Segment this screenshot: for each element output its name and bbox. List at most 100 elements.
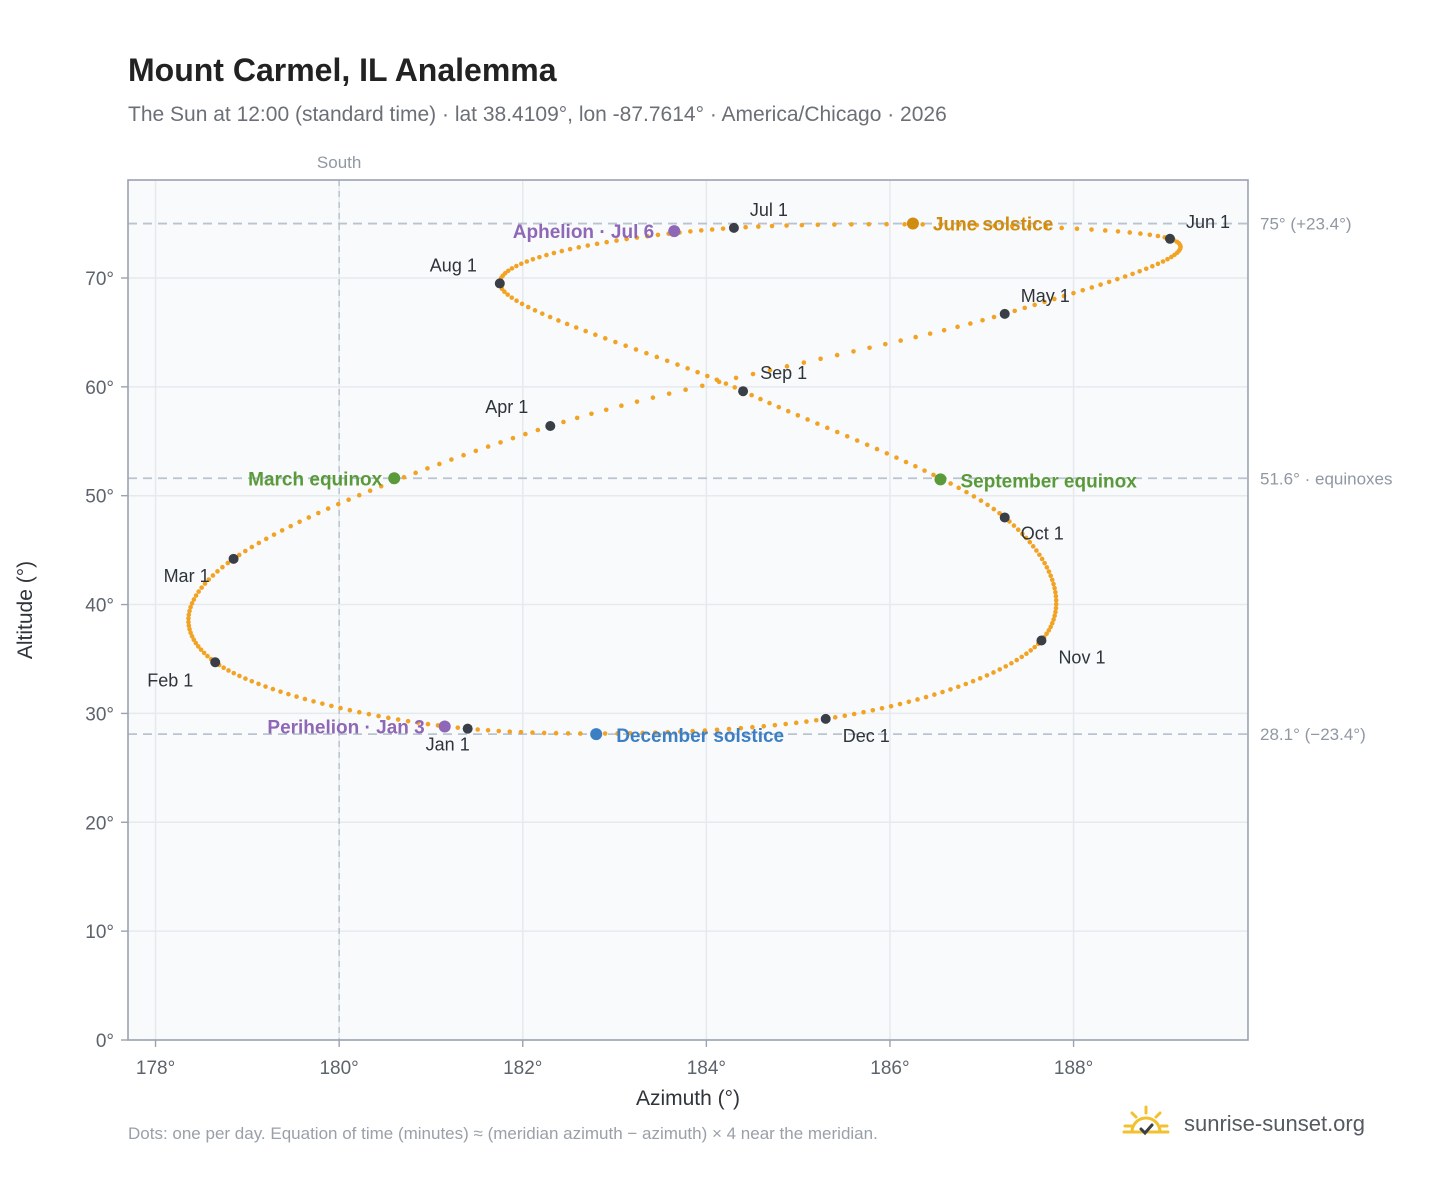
axes: 178° 180° 182° 184° 186° 188° 0° 10° 20° 30° 40° 50… (14, 269, 1093, 1110)
daily-sun-dot (784, 223, 789, 228)
daily-sun-dot (1044, 631, 1049, 637)
daily-sun-dot (750, 724, 755, 730)
month-marker (999, 308, 1010, 319)
month-marker (738, 386, 749, 397)
daily-sun-dot (1051, 617, 1056, 622)
daily-sun-dot (902, 221, 907, 227)
daily-sun-dot (743, 224, 748, 230)
daily-sun-dot (1115, 276, 1120, 282)
daily-sun-dot (263, 684, 268, 689)
daily-sun-dot (585, 243, 591, 248)
daily-sun-dot (1122, 274, 1128, 279)
daily-sun-dot (644, 350, 649, 356)
reference-lines: South 75° (+23.4°) 51.6° · equinoxes 28.1° … (128, 153, 1393, 1040)
x-tick-label: 178° (136, 1058, 175, 1079)
daily-sun-dot (449, 457, 454, 462)
daily-sun-dot (306, 515, 312, 520)
daily-sun-dot (1034, 548, 1039, 553)
brand-link[interactable]: sunrise-sunset.org (1120, 1102, 1365, 1146)
daily-sun-dot (834, 352, 840, 358)
daily-sun-dot (1019, 654, 1025, 660)
daily-sun-dot (941, 327, 947, 333)
daily-sun-dot (1080, 287, 1086, 293)
daily-sun-dot (286, 691, 291, 697)
daily-sun-dot (1024, 651, 1029, 656)
event-label: Aphelion · Jul 6 (513, 222, 654, 243)
x-tick-label: 188° (1054, 1058, 1093, 1079)
daily-sun-dot (237, 673, 242, 679)
daily-sun-dot (206, 577, 212, 582)
footnote: Dots: one per day. Equation of time (min… (128, 1124, 878, 1143)
daily-sun-dot (723, 381, 729, 386)
daily-sun-dot (720, 226, 726, 231)
daily-sun-dot (1165, 256, 1170, 262)
month-label: Jan 1 (426, 735, 470, 755)
daily-sun-dot (425, 721, 431, 727)
month-label: Sep 1 (760, 363, 807, 383)
daily-sun-dot (634, 399, 640, 404)
daily-sun-dot (496, 728, 502, 734)
daily-sun-dot (573, 325, 579, 330)
daily-sun-dot (347, 707, 353, 713)
daily-sun-dot (849, 222, 854, 227)
daily-sun-dot (932, 692, 937, 697)
y-tick-label: 20° (85, 813, 114, 834)
daily-sun-dot (614, 238, 619, 243)
daily-sun-dot (1022, 305, 1028, 311)
month-marker (462, 723, 473, 734)
daily-sun-dot (767, 367, 773, 373)
daily-sun-dot (815, 222, 821, 228)
daily-sun-dot (530, 257, 536, 262)
daily-sun-dot (186, 619, 191, 625)
daily-sun-dot (1089, 227, 1094, 232)
daily-sun-dot (1028, 648, 1034, 653)
daily-sun-dot (991, 506, 997, 512)
daily-sun-dot (1052, 613, 1057, 619)
daily-sun-dot (249, 678, 255, 684)
month-marker (999, 512, 1010, 523)
daily-sun-dot (551, 250, 557, 256)
daily-sun-dot (1015, 527, 1021, 532)
daily-sun-dot (927, 331, 933, 336)
daily-sun-dot (769, 223, 775, 229)
daily-sun-dot (1137, 268, 1142, 274)
daily-sun-dot (1042, 299, 1047, 305)
daily-sun-dot (756, 224, 761, 229)
daily-sun-dot (675, 362, 680, 367)
daily-sun-dot (193, 593, 199, 598)
daily-sun-dot (215, 569, 220, 574)
daily-sun-dot (279, 528, 285, 533)
daily-sun-dot (1138, 231, 1143, 236)
x-tick-label: 182° (503, 1058, 542, 1079)
month-label: Feb 1 (147, 670, 193, 690)
daily-sun-dot (1147, 232, 1153, 238)
daily-sun-dot (455, 725, 461, 730)
daily-sun-dot (714, 377, 720, 383)
daily-sun-dot (1039, 556, 1045, 562)
daily-sun-dot (249, 544, 255, 550)
event-label: Perihelion · Jan 3 (267, 717, 424, 738)
markers: Jan 1 Feb 1 Mar 1 Apr 1 May 1 Jun 1 Jul 1 Aug 1… (147, 200, 1230, 755)
daily-sun-dot (978, 498, 984, 503)
daily-sun-dot (519, 261, 524, 267)
daily-sun-dot (1127, 230, 1133, 235)
daily-sun-dot (619, 403, 624, 409)
daily-sun-dot (1143, 266, 1149, 272)
daily-sun-dot (633, 347, 639, 352)
daily-sun-dot (1011, 523, 1017, 528)
reference-line-label: 51.6° · equinoxes (1260, 469, 1393, 488)
daily-sun-dot (561, 419, 566, 425)
month-marker (228, 553, 239, 564)
daily-sun-dot (1043, 224, 1048, 230)
daily-sun-dot (844, 433, 850, 439)
event-marker (906, 217, 919, 230)
x-tick-label: 184° (687, 1058, 726, 1079)
daily-sun-dot (1027, 539, 1033, 545)
daily-sun-dot (920, 222, 925, 227)
daily-sun-dot (677, 729, 683, 735)
daily-sun-dot (186, 612, 192, 617)
daily-sun-dot (518, 729, 524, 735)
daily-sun-dot (263, 536, 269, 542)
daily-sun-dot (302, 696, 308, 702)
daily-sun-dot (1053, 597, 1059, 603)
